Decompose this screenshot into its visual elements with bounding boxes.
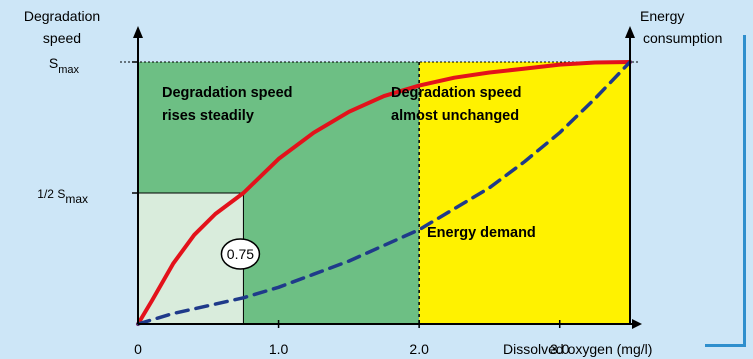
frame-bottom-edge	[705, 344, 743, 347]
region-label-steady-rise: rises steadily	[162, 108, 254, 124]
energy-demand-label: Energy demand	[427, 225, 536, 241]
y-tick-label: Smax	[49, 55, 80, 76]
x-axis-label: Dissolved oxygen (mg/l)	[503, 341, 652, 357]
degradation-speed-curve	[136, 60, 632, 326]
energy-demand-curve	[136, 60, 632, 326]
region-label-almost-unchanged: Degradation speed	[391, 85, 522, 101]
y-axis-left-label: Degradation	[24, 8, 100, 24]
x-axis-arrow	[632, 319, 642, 329]
x-tick-label: 0	[134, 341, 142, 357]
region-almost-unchanged	[419, 62, 630, 324]
region-label-almost-unchanged: almost unchanged	[391, 108, 519, 124]
y-axis-right-label: consumption	[643, 30, 722, 46]
k-value-bubble	[220, 238, 261, 270]
x-tick-label: 2.0	[409, 341, 429, 357]
y-axis-right-label: Energy	[640, 8, 684, 24]
y-axis-left-label: speed	[43, 30, 81, 46]
frame-right-edge	[743, 35, 746, 347]
x-tick-label: 1.0	[269, 341, 289, 357]
k-value-label: 0.75	[227, 246, 254, 262]
y-axis-left-arrow	[133, 26, 143, 38]
y-axis-right-arrow	[625, 26, 635, 38]
y-tick-label: 1/2 Smax	[37, 187, 88, 206]
x-tick-label: 3.0	[550, 341, 570, 357]
region-label-steady-rise: Degradation speed	[162, 85, 293, 101]
